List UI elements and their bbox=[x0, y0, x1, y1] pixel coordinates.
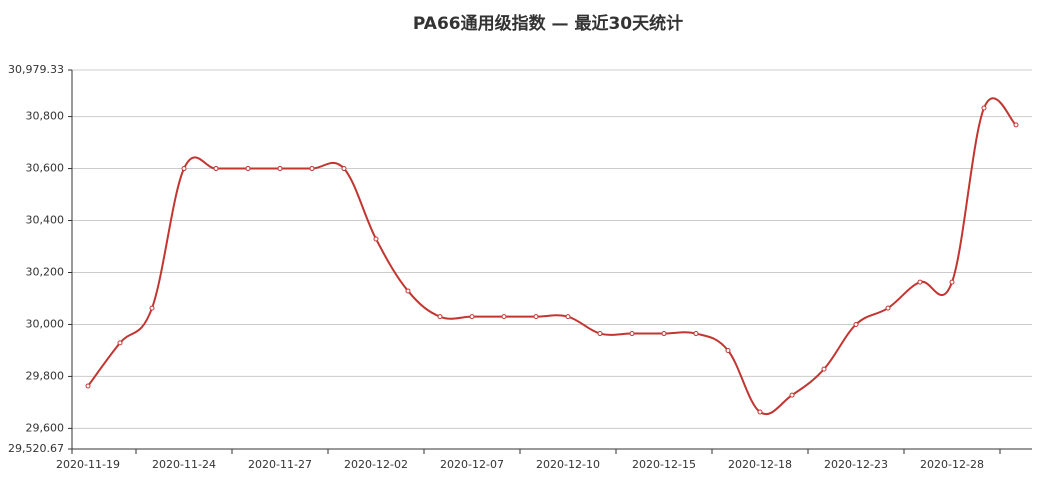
y-tick-label: 30,200 bbox=[26, 265, 65, 278]
y-tick-label: 29,800 bbox=[26, 369, 65, 382]
point bbox=[821, 366, 827, 372]
x-tick-label: 2020-12-10 bbox=[536, 458, 600, 471]
chart-title: PA66通用级指数 — 最近30天统计 bbox=[413, 13, 683, 34]
y-tick-label: 30,000 bbox=[26, 317, 65, 330]
x-tick-label: 2020-11-24 bbox=[152, 458, 216, 471]
y-tick-label: 29,600 bbox=[26, 421, 65, 434]
point bbox=[597, 331, 603, 337]
point bbox=[757, 409, 763, 415]
point bbox=[149, 305, 155, 311]
x-tick-label: 2020-11-27 bbox=[248, 458, 312, 471]
y-tick-label: 29,520.67 bbox=[8, 442, 64, 455]
point bbox=[629, 331, 635, 337]
y-tick-label: 30,800 bbox=[26, 110, 65, 123]
x-tick-label: 2020-12-07 bbox=[440, 458, 504, 471]
point bbox=[1013, 122, 1019, 128]
point bbox=[309, 166, 315, 172]
point bbox=[501, 314, 507, 320]
point bbox=[213, 166, 219, 172]
point bbox=[725, 347, 731, 353]
point bbox=[277, 166, 283, 172]
x-tick-label: 2020-11-19 bbox=[56, 458, 120, 471]
y-tick-label: 30,600 bbox=[26, 162, 65, 175]
point bbox=[85, 383, 91, 389]
x-tick-label: 2020-12-18 bbox=[728, 458, 792, 471]
point bbox=[245, 166, 251, 172]
point bbox=[437, 314, 443, 320]
y-tick-label: 30,979.33 bbox=[8, 63, 64, 76]
point bbox=[565, 314, 571, 320]
point bbox=[181, 166, 187, 172]
point bbox=[981, 105, 987, 111]
point bbox=[853, 321, 859, 327]
x-tick-label: 2020-12-02 bbox=[344, 458, 408, 471]
point bbox=[117, 340, 123, 346]
point bbox=[789, 392, 795, 398]
x-tick-label: 2020-12-28 bbox=[920, 458, 984, 471]
point bbox=[469, 314, 475, 320]
point bbox=[661, 331, 667, 337]
point bbox=[885, 305, 891, 311]
line bbox=[87, 97, 1017, 415]
point bbox=[917, 279, 923, 285]
point bbox=[373, 236, 379, 242]
point bbox=[341, 166, 347, 172]
point bbox=[533, 314, 539, 320]
point bbox=[949, 279, 955, 285]
y-tick-label: 30,400 bbox=[26, 214, 65, 227]
point bbox=[405, 288, 411, 294]
point bbox=[693, 331, 699, 337]
x-tick-label: 2020-12-23 bbox=[824, 458, 888, 471]
x-tick-label: 2020-12-15 bbox=[632, 458, 696, 471]
